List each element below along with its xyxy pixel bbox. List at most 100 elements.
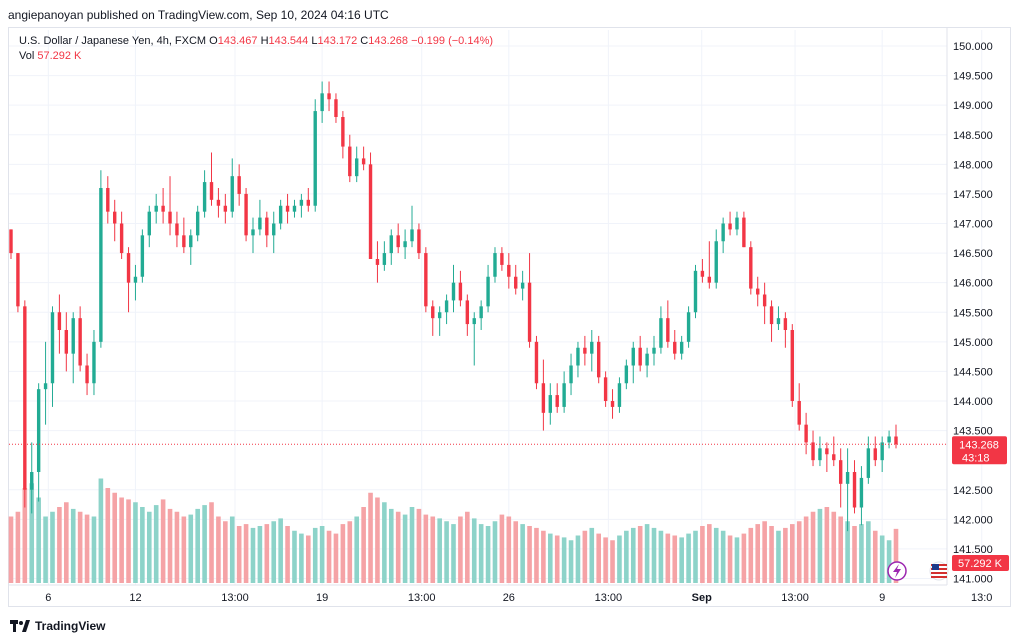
candle-body	[845, 472, 850, 484]
candle-body	[424, 253, 428, 307]
candle-body	[230, 176, 234, 212]
candle	[182, 217, 186, 254]
tradingview-logo-icon	[10, 620, 30, 632]
candle	[624, 359, 629, 390]
candle-body	[285, 205, 290, 212]
candle	[749, 241, 753, 295]
chart-frame[interactable]	[8, 27, 1011, 607]
flash-icon[interactable]	[887, 561, 907, 581]
candle-body	[119, 223, 124, 254]
candle-body	[92, 341, 96, 384]
candle	[71, 312, 75, 384]
volume-bar	[852, 526, 857, 583]
candle-body	[742, 217, 746, 248]
candle	[403, 229, 407, 259]
x-tick-label: 13:00	[408, 592, 436, 604]
volume-bar	[471, 518, 477, 583]
candle	[389, 229, 393, 265]
candle	[707, 241, 712, 289]
y-tick-label: 147.500	[953, 189, 993, 201]
candle-body	[700, 270, 705, 277]
candle	[548, 383, 552, 425]
candle-body	[686, 312, 691, 342]
volume-bar	[845, 521, 850, 583]
volume-bars	[8, 478, 899, 583]
candle-body	[707, 276, 712, 283]
candle-body	[486, 276, 490, 307]
candle	[375, 241, 380, 283]
candle-body	[355, 158, 359, 177]
volume-bar	[796, 521, 802, 583]
volume-bar	[181, 516, 187, 583]
volume-bar	[810, 511, 816, 583]
volume-bar	[133, 502, 138, 583]
footer-brand-label: TradingView	[35, 619, 106, 633]
candle-body	[887, 436, 891, 443]
volume-bar	[409, 507, 415, 583]
candle	[679, 335, 684, 360]
volume-bar	[195, 508, 200, 583]
volume-bar	[15, 511, 21, 583]
candles	[9, 81, 898, 532]
volume-bar	[8, 516, 14, 583]
high-value: 143.544	[268, 35, 309, 47]
volume-bar	[368, 492, 373, 583]
y-tick-label: 148.000	[953, 159, 993, 171]
volume-bar	[866, 521, 871, 583]
candle	[638, 335, 642, 372]
candle	[348, 134, 352, 183]
candle	[437, 306, 442, 336]
candle	[341, 111, 345, 159]
volume-bar	[817, 508, 823, 583]
candle-body	[465, 300, 470, 325]
candle	[43, 341, 48, 425]
candle-body	[500, 253, 504, 265]
volume-bar	[451, 524, 456, 583]
volume-bar	[478, 524, 484, 583]
volume-label[interactable]: Vol	[19, 50, 35, 62]
volume-bar	[520, 524, 525, 583]
volume-bar	[547, 533, 553, 583]
footer-brand[interactable]: TradingView	[10, 619, 105, 633]
last-price-value: 143.268	[959, 439, 999, 451]
volume-bar	[388, 508, 394, 583]
candle	[154, 193, 158, 224]
volume-bar	[375, 497, 380, 583]
volume-bar	[430, 516, 436, 583]
candle-body	[631, 347, 635, 366]
volume-bar	[333, 533, 339, 583]
candle-body	[852, 472, 857, 508]
candle	[596, 335, 601, 384]
candle	[514, 264, 518, 295]
candle	[424, 247, 428, 313]
candle	[790, 324, 794, 407]
candle	[659, 306, 663, 354]
volume-bar	[554, 535, 560, 583]
candle-body	[673, 341, 677, 354]
volume-bar	[306, 535, 311, 583]
volume-bar	[340, 524, 346, 583]
volume-bar	[271, 521, 277, 583]
candle	[617, 377, 622, 413]
candle	[382, 241, 387, 271]
candle-body	[106, 188, 110, 212]
candle	[223, 193, 228, 224]
volume-bar	[167, 508, 173, 583]
volume-bar	[734, 537, 740, 583]
candle-body	[299, 199, 304, 206]
candle	[133, 264, 138, 301]
volume-bar	[312, 527, 318, 583]
volume-bar	[707, 524, 712, 583]
volume-bar	[492, 521, 498, 583]
us-flag-icon[interactable]	[929, 561, 949, 581]
candle-body	[548, 395, 552, 413]
symbol-title[interactable]: U.S. Dollar / Japanese Yen, 4h, FXCM	[19, 35, 207, 47]
candle	[57, 294, 62, 354]
candle	[797, 383, 801, 431]
candle-body	[361, 158, 366, 165]
x-tick-label: 12	[129, 592, 141, 604]
candle-body	[154, 205, 158, 212]
candle-body	[832, 454, 836, 461]
volume-bar	[395, 511, 401, 583]
